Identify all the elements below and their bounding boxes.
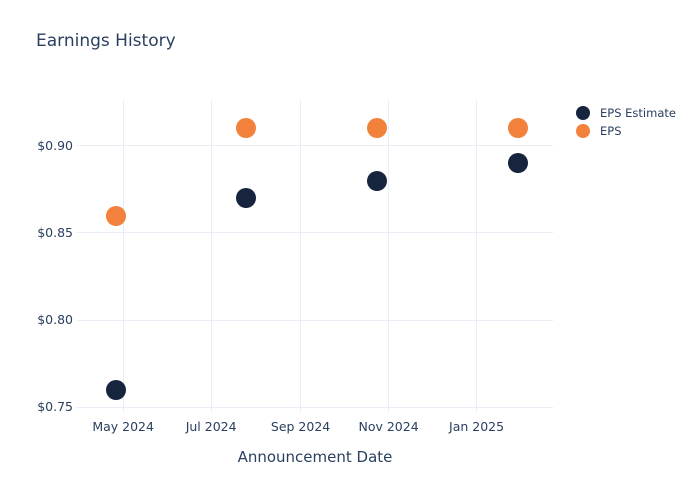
- point-eps-estimate-2[interactable]: [367, 170, 388, 191]
- y-tick-label: $0.75: [37, 399, 73, 415]
- x-gridline: [300, 100, 302, 412]
- x-tick-label: Sep 2024: [270, 419, 331, 434]
- x-gridline: [388, 100, 390, 412]
- x-gridline: [210, 100, 212, 412]
- y-gridline: [77, 145, 553, 147]
- point-eps-0[interactable]: [105, 205, 126, 226]
- x-tick-label: May 2024: [92, 419, 154, 434]
- y-gridline: [77, 319, 553, 321]
- x-gridline: [476, 100, 478, 412]
- y-gridline: [77, 232, 553, 234]
- x-axis-title: Announcement Date: [237, 448, 393, 466]
- x-tick-label: Jul 2024: [185, 419, 237, 434]
- point-eps-estimate-1[interactable]: [235, 188, 256, 209]
- legend-marker-icon: [576, 124, 590, 138]
- x-tick-label: Nov 2024: [358, 419, 419, 434]
- point-eps-3[interactable]: [508, 118, 529, 139]
- point-eps-estimate-0[interactable]: [105, 380, 126, 400]
- legend: EPS Estimate EPS: [576, 106, 676, 142]
- y-tick-label: $0.80: [37, 312, 73, 328]
- chart-title: Earnings History: [36, 31, 176, 51]
- y-tick-label: $0.90: [37, 137, 73, 153]
- legend-marker-icon: [576, 106, 590, 120]
- point-eps-estimate-3[interactable]: [508, 153, 529, 174]
- legend-item-label: EPS: [600, 124, 622, 138]
- legend-item-eps-estimate[interactable]: EPS Estimate: [576, 106, 676, 120]
- point-eps-1[interactable]: [235, 118, 256, 139]
- point-eps-2[interactable]: [367, 118, 388, 139]
- legend-item-label: EPS Estimate: [600, 106, 676, 120]
- y-tick-label: $0.85: [37, 224, 73, 240]
- x-gridline: [122, 100, 124, 412]
- legend-item-eps[interactable]: EPS: [576, 124, 676, 138]
- y-gridline: [77, 406, 553, 408]
- x-tick-label: Jan 2025: [449, 419, 505, 434]
